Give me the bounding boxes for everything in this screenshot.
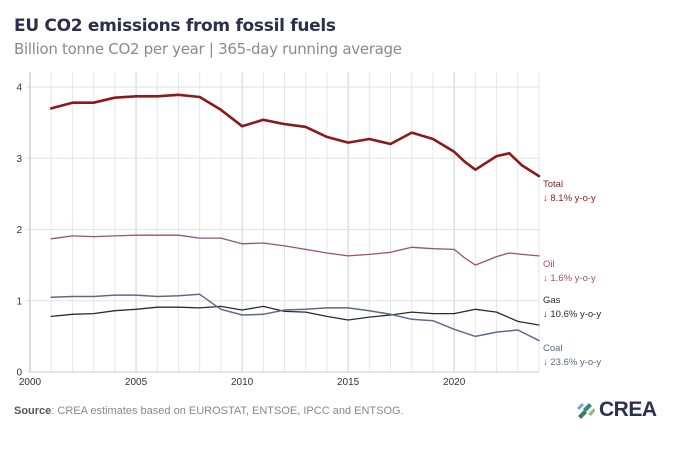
series-line-coal [50,293,540,342]
source-text: : CREA estimates based on EUROSTAT, ENTS… [51,405,404,417]
crea-leaf-icon [577,403,595,419]
y-tick-label: 2 [16,225,22,236]
y-tick-label: 1 [16,296,22,307]
y-tick-label: 0 [16,368,22,379]
series-change-total: ↓ 8.1% y-o-y [543,193,596,204]
chart-title: EU CO2 emissions from fossil fuels [14,16,336,36]
source-note: Source: CREA estimates based on EUROSTAT… [14,405,404,417]
x-tick-label: 2005 [125,377,148,388]
series-label-coal: Coal [543,343,563,354]
x-tick-label: 2015 [337,377,360,388]
series-label-oil: Oil [543,259,555,270]
series-lines [49,93,541,342]
series-label-gas: Gas [543,295,561,306]
series-labels: Total ↓ 8.1% y-o-y Oil ↓ 1.6% y-o-y Gas ↓ 10.… [543,179,601,368]
series-line-total [49,93,541,178]
axes: 0 1 2 3 4 2000 2005 2010 2015 2020 [16,72,539,388]
series-change-coal: ↓ 23.6% y-o-y [543,357,601,368]
x-tick-label: 2000 [19,377,42,388]
source-label: Source [14,405,52,417]
logo-text: CREA [599,398,657,421]
y-tick-label: 3 [16,154,22,165]
crea-logo: CREA [575,398,657,422]
series-line-oil [50,234,540,266]
x-tick-label: 2020 [443,377,466,388]
series-change-oil: ↓ 1.6% y-o-y [543,273,596,284]
series-change-gas: ↓ 10.6% y-o-y [543,309,601,320]
series-label-total: Total [543,179,563,190]
series-line-gas [50,305,540,326]
chart-subtitle: Billion tonne CO2 per year | 365-day run… [14,40,402,58]
x-tick-label: 2010 [231,377,254,388]
grid [26,72,540,373]
y-tick-label: 4 [16,83,22,94]
